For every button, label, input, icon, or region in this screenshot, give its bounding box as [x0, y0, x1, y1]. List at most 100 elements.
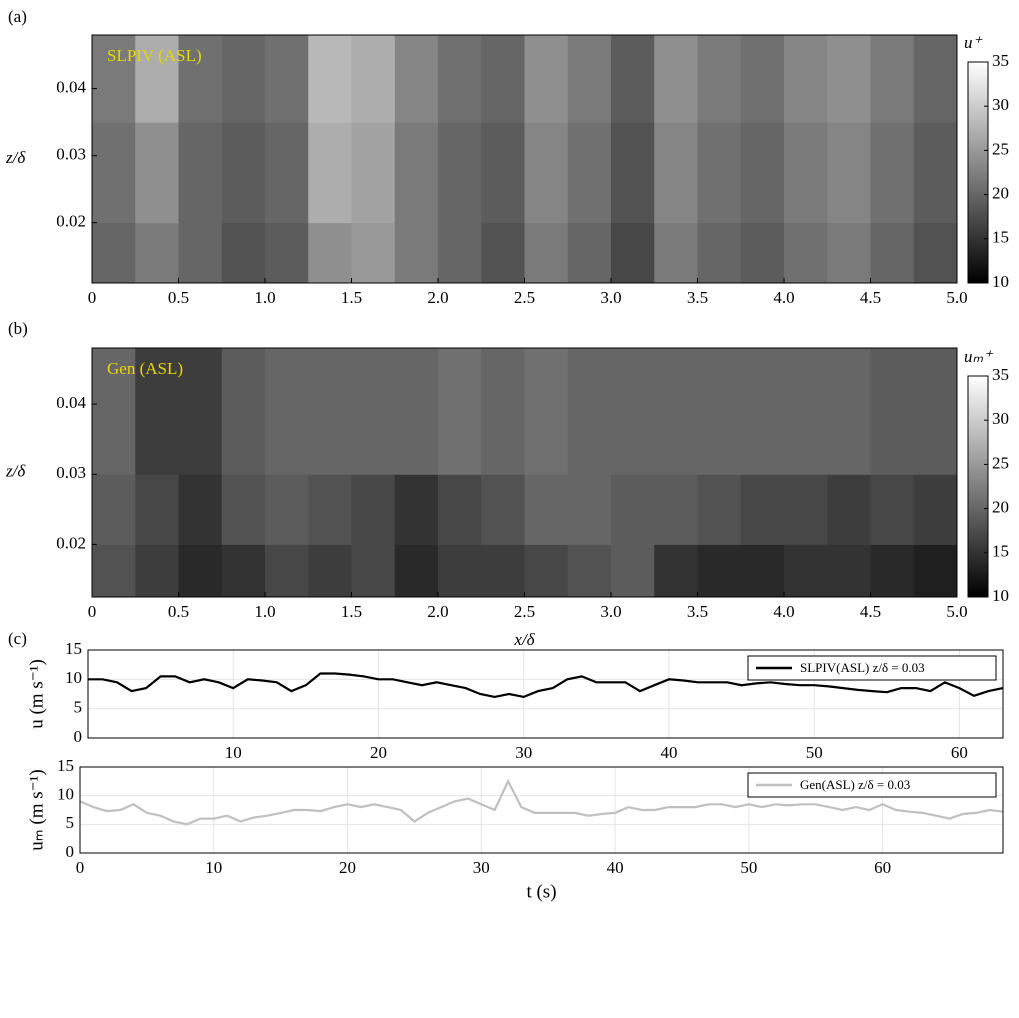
heatmap-cell: [351, 348, 396, 475]
heatmap-cell: [308, 122, 352, 224]
heatmap-cell: [438, 122, 482, 224]
x-tick-label: 60: [951, 743, 968, 762]
x-axis-label: x/δ: [513, 630, 535, 649]
x-tick-label: 0.5: [168, 602, 189, 621]
x-tick-label: 10: [205, 858, 222, 877]
y-tick-label: 0.04: [56, 78, 86, 97]
panel-label: (a): [8, 7, 27, 26]
x-tick-label: 5.0: [946, 602, 967, 621]
y-tick-label: 10: [57, 785, 74, 804]
heatmap-cell: [481, 222, 525, 284]
heatmap-cell: [567, 35, 612, 123]
y-tick-label: 0.02: [56, 212, 86, 231]
heatmap-cell: [308, 222, 352, 284]
heatmap-cell: [524, 474, 569, 545]
heatmap-cell: [740, 348, 785, 475]
colorbar-label: uₘ⁺: [964, 347, 994, 366]
y-tick-label: 0.03: [56, 463, 86, 482]
heatmap-cell: [567, 348, 612, 475]
heatmap-cell: [567, 544, 612, 598]
x-tick-label: 0: [88, 288, 97, 307]
colorbar: [967, 61, 989, 284]
heatmap-cell: [481, 474, 525, 545]
x-axis-label: t (s): [526, 881, 556, 902]
y-tick-label: 10: [65, 668, 82, 687]
heatmap-cell: [913, 544, 958, 598]
heatmap-cell: [697, 122, 742, 224]
heatmap-cell: [913, 474, 958, 545]
heatmap-cell: [697, 222, 742, 284]
heatmap-cell: [784, 544, 828, 598]
y-tick-label: 5: [74, 698, 83, 717]
heatmap-cell: [654, 348, 698, 475]
colorbar-tick-label: 15: [992, 542, 1009, 561]
y-tick-label: 0.04: [56, 393, 86, 412]
legend-label: SLPIV(ASL) z/δ = 0.03: [800, 660, 925, 675]
heatmap-cell: [221, 474, 266, 545]
heatmap-cell: [611, 474, 655, 545]
heatmap-cell: [870, 122, 915, 224]
heatmap-cell: [784, 348, 828, 475]
heatmap-cell: [265, 222, 309, 284]
heatmap-cell: [611, 35, 655, 123]
heatmap-cell: [394, 122, 439, 224]
heatmap-cell: [394, 544, 439, 598]
colorbar-tick-label: 15: [992, 228, 1009, 247]
heatmap-cell: [351, 474, 396, 545]
heatmap-cell: [524, 35, 569, 123]
heatmap-cell: [654, 474, 698, 545]
annotation: SLPIV (ASL): [107, 46, 202, 65]
annotation: Gen (ASL): [107, 359, 183, 378]
heatmap-cell: [438, 474, 482, 545]
x-tick-label: 0.5: [168, 288, 189, 307]
heatmap-cell: [870, 544, 915, 598]
colorbar: [967, 375, 989, 598]
heatmap-cell: [178, 474, 223, 545]
heatmap-cell: [438, 222, 482, 284]
heatmap-cell: [178, 348, 223, 475]
heatmap-cell: [135, 348, 179, 475]
heatmap-cell: [265, 348, 309, 475]
series-line: [88, 672, 1004, 699]
heatmap-cell: [351, 35, 396, 123]
y-tick-label: 5: [66, 813, 75, 832]
heatmap-cell: [92, 544, 136, 598]
heatmap-cell: [178, 35, 223, 123]
heatmap-cell: [827, 122, 871, 224]
heatmap-cell: [221, 544, 266, 598]
x-tick-label: 0: [76, 858, 85, 877]
x-tick-label: 4.5: [860, 602, 881, 621]
heatmap-cell: [611, 544, 655, 598]
colorbar-label: u⁺: [964, 33, 984, 52]
heatmap-cell: [784, 222, 828, 284]
x-tick-label: 20: [370, 743, 387, 762]
heatmap-cell: [697, 544, 742, 598]
y-tick-label: 0: [74, 727, 83, 746]
x-tick-label: 3.5: [687, 602, 708, 621]
panel-label: (c): [8, 629, 27, 648]
y-axis-label: z/δ: [5, 148, 26, 167]
y-tick-label: 0.02: [56, 533, 86, 552]
heatmap-cell: [740, 35, 785, 123]
heatmap-cell: [92, 35, 136, 123]
x-tick-label: 30: [473, 858, 490, 877]
heatmap-cell: [438, 35, 482, 123]
heatmap-cell: [481, 122, 525, 224]
heatmap-cell: [92, 222, 136, 284]
colorbar-tick-label: 20: [992, 184, 1009, 203]
x-tick-label: 10: [225, 743, 242, 762]
x-tick-label: 2.5: [514, 288, 535, 307]
heatmap-cell: [827, 222, 871, 284]
heatmap-cell: [567, 122, 612, 224]
x-tick-label: 4.0: [773, 288, 794, 307]
heatmap-cell: [265, 35, 309, 123]
heatmap-cell: [265, 544, 309, 598]
heatmap-cell: [654, 222, 698, 284]
heatmap-cell: [221, 122, 266, 224]
y-tick-label: 15: [57, 756, 74, 775]
x-tick-label: 2.0: [427, 288, 448, 307]
heatmap-cell: [654, 544, 698, 598]
colorbar-tick-label: 30: [992, 409, 1009, 428]
heatmap-cell: [870, 348, 915, 475]
colorbar-tick-label: 35: [992, 365, 1009, 384]
